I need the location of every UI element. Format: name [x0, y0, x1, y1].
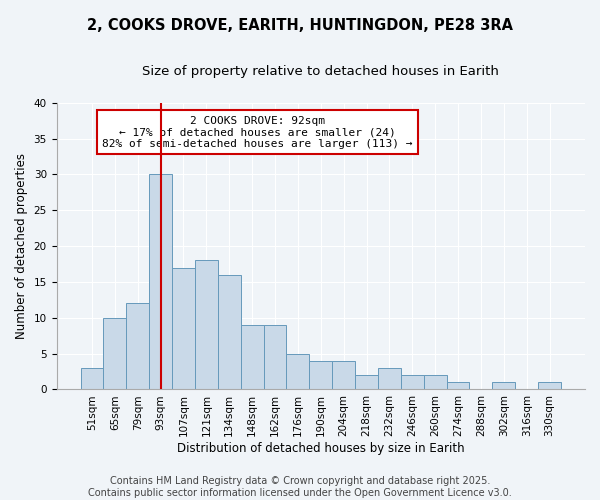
- X-axis label: Distribution of detached houses by size in Earith: Distribution of detached houses by size …: [177, 442, 464, 455]
- Bar: [241, 325, 263, 390]
- Bar: [446, 382, 469, 390]
- Bar: [127, 304, 149, 390]
- Bar: [263, 325, 286, 390]
- Text: 2 COOKS DROVE: 92sqm
← 17% of detached houses are smaller (24)
82% of semi-detac: 2 COOKS DROVE: 92sqm ← 17% of detached h…: [102, 116, 413, 149]
- Y-axis label: Number of detached properties: Number of detached properties: [15, 153, 28, 339]
- Bar: [195, 260, 218, 390]
- Text: 2, COOKS DROVE, EARITH, HUNTINGDON, PE28 3RA: 2, COOKS DROVE, EARITH, HUNTINGDON, PE28…: [87, 18, 513, 32]
- Bar: [310, 361, 332, 390]
- Title: Size of property relative to detached houses in Earith: Size of property relative to detached ho…: [142, 65, 499, 78]
- Text: Contains HM Land Registry data © Crown copyright and database right 2025.
Contai: Contains HM Land Registry data © Crown c…: [88, 476, 512, 498]
- Bar: [149, 174, 172, 390]
- Bar: [103, 318, 127, 390]
- Bar: [401, 375, 424, 390]
- Bar: [538, 382, 561, 390]
- Bar: [355, 375, 378, 390]
- Bar: [332, 361, 355, 390]
- Bar: [378, 368, 401, 390]
- Bar: [424, 375, 446, 390]
- Bar: [172, 268, 195, 390]
- Bar: [493, 382, 515, 390]
- Bar: [286, 354, 310, 390]
- Bar: [218, 275, 241, 390]
- Bar: [80, 368, 103, 390]
